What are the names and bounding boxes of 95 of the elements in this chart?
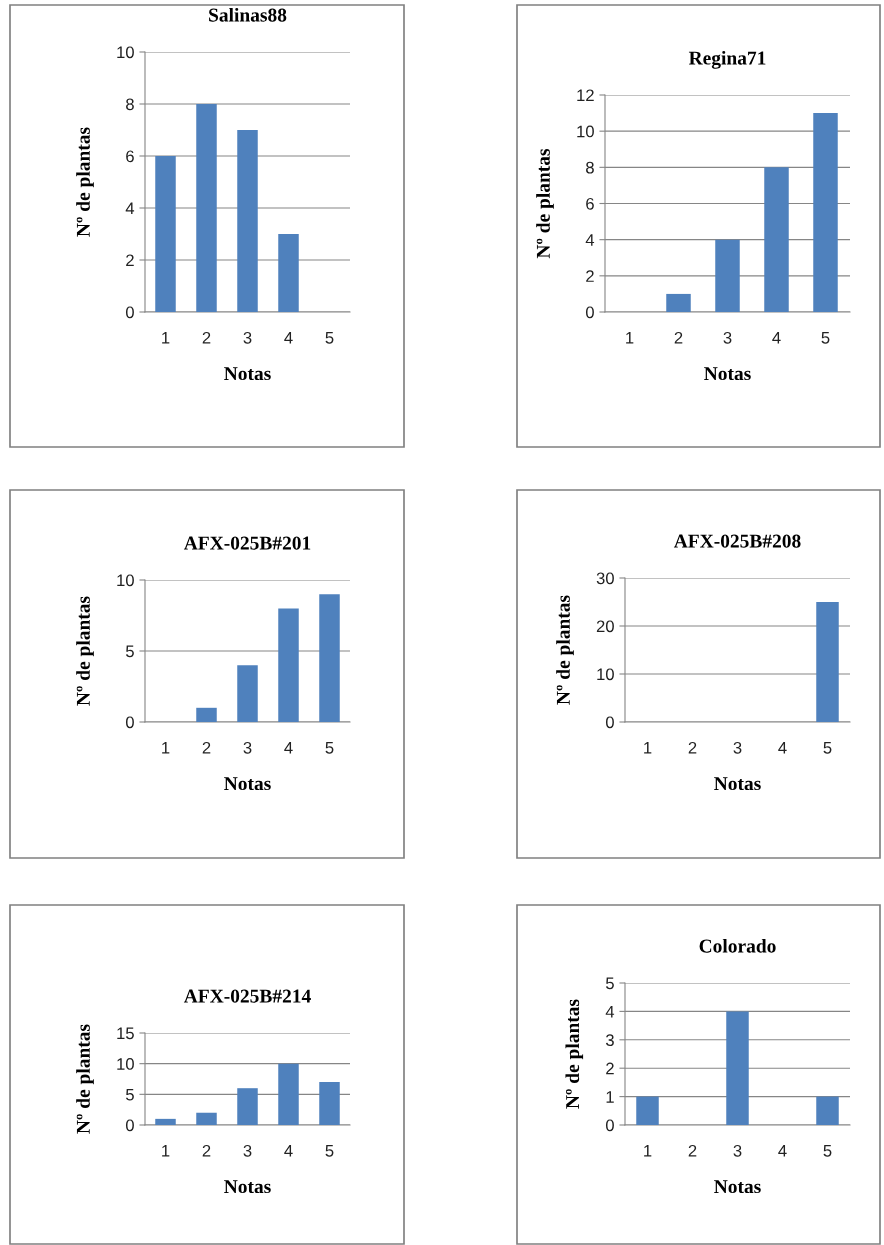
bar	[278, 234, 299, 312]
y-tick-label: 3	[605, 1034, 614, 1046]
x-axis-title: Notas	[704, 367, 751, 381]
y-tick-label: 4	[585, 234, 595, 246]
x-tick-label: 1	[162, 742, 170, 754]
chart-title: AFX-025B#208	[673, 534, 801, 548]
x-tick-label: 4	[772, 332, 781, 344]
x-tick-label: 2	[688, 741, 697, 754]
y-tick-label: 30	[596, 572, 614, 585]
y-axis-title: Nº de plantas	[76, 1024, 94, 1134]
y-tick-label: 10	[577, 125, 594, 138]
bar	[813, 113, 838, 312]
y-tick-label: 5	[125, 1088, 134, 1101]
bar	[237, 1088, 258, 1125]
y-tick-label: 8	[126, 98, 134, 111]
y-axis-title: Nº de plantas	[556, 595, 574, 705]
bar	[155, 156, 176, 312]
bar	[196, 1112, 217, 1125]
y-tick-label: 20	[596, 620, 614, 633]
y-tick-label: 10	[117, 1058, 134, 1070]
x-tick-label: 4	[778, 742, 787, 754]
x-tick-label: 1	[644, 1145, 652, 1157]
bar	[278, 1063, 299, 1125]
x-axis-title: Notas	[224, 777, 271, 791]
x-tick-label: 1	[644, 742, 652, 754]
x-tick-label: 2	[202, 741, 211, 754]
x-tick-label: 1	[162, 332, 170, 344]
x-tick-label: 5	[823, 742, 832, 754]
y-tick-label: 10	[117, 574, 134, 587]
x-tick-label: 3	[723, 331, 732, 344]
x-axis-title: Notas	[224, 1180, 271, 1194]
y-axis-title: Nº de plantas	[565, 999, 584, 1109]
y-tick-label: 5	[125, 645, 134, 658]
x-tick-label: 3	[243, 331, 252, 344]
x-tick-label: 2	[202, 1144, 211, 1157]
x-axis-title: Notas	[224, 367, 271, 381]
y-tick-label: 6	[126, 150, 134, 163]
x-tick-label: 5	[325, 742, 334, 754]
bar	[237, 130, 258, 312]
y-tick-label: 15	[117, 1027, 134, 1040]
y-tick-label: 10	[117, 46, 134, 59]
x-tick-label: 5	[823, 1145, 832, 1157]
y-tick-label: 10	[597, 668, 614, 681]
x-tick-label: 4	[284, 742, 293, 754]
y-axis-title: Nº de plantas	[76, 127, 94, 237]
chart-title: AFX-025B#214	[183, 989, 311, 1003]
bar	[237, 665, 258, 722]
y-tick-label: 0	[125, 716, 134, 729]
x-tick-label: 4	[778, 1145, 787, 1157]
bar	[196, 707, 217, 722]
y-axis-title: Nº de plantas	[536, 148, 554, 259]
y-tick-label: 0	[125, 306, 134, 319]
y-tick-label: 12	[577, 89, 594, 102]
y-tick-label: 1	[606, 1091, 614, 1103]
y-tick-label: 8	[586, 161, 594, 174]
bar	[155, 1118, 176, 1125]
y-tick-label: 4	[125, 202, 135, 215]
chart-title: Salinas88	[209, 7, 287, 22]
y-axis-title: Nº de plantas	[76, 596, 94, 706]
y-tick-label: 0	[605, 1119, 614, 1132]
bar	[715, 239, 740, 312]
y-tick-label: 4	[605, 1005, 615, 1018]
x-tick-label: 2	[688, 1144, 697, 1157]
x-tick-label: 5	[325, 1145, 334, 1157]
x-tick-label: 2	[202, 331, 211, 344]
chart-title: Colorado	[699, 938, 776, 953]
bar	[319, 594, 340, 722]
x-tick-label: 3	[733, 1144, 742, 1157]
x-tick-label: 1	[626, 332, 634, 344]
bar	[319, 1082, 340, 1125]
x-tick-label: 2	[674, 331, 683, 344]
y-tick-label: 0	[125, 1119, 134, 1132]
y-tick-label: 6	[586, 197, 594, 210]
x-axis-title: Notas	[714, 777, 761, 791]
bar	[278, 608, 299, 722]
y-tick-label: 2	[606, 1062, 614, 1075]
x-axis-title: Notas	[714, 1180, 761, 1194]
bar	[764, 167, 789, 312]
chart-title: AFX-025B#201	[183, 536, 311, 550]
bar	[666, 293, 691, 312]
x-tick-label: 4	[284, 332, 293, 344]
y-tick-label: 2	[586, 270, 594, 282]
x-tick-label: 5	[325, 332, 334, 344]
x-tick-label: 3	[733, 741, 742, 754]
x-tick-label: 1	[162, 1145, 170, 1157]
y-tick-label: 2	[126, 254, 134, 267]
x-tick-label: 4	[284, 1145, 293, 1157]
bar	[196, 104, 217, 312]
x-tick-label: 3	[243, 1144, 252, 1157]
y-tick-label: 0	[585, 306, 594, 319]
y-tick-label: 5	[605, 977, 614, 990]
x-tick-label: 3	[243, 741, 252, 754]
chart-title: Regina71	[688, 50, 766, 69]
y-tick-label: 0	[605, 716, 614, 729]
x-tick-label: 5	[821, 332, 830, 344]
